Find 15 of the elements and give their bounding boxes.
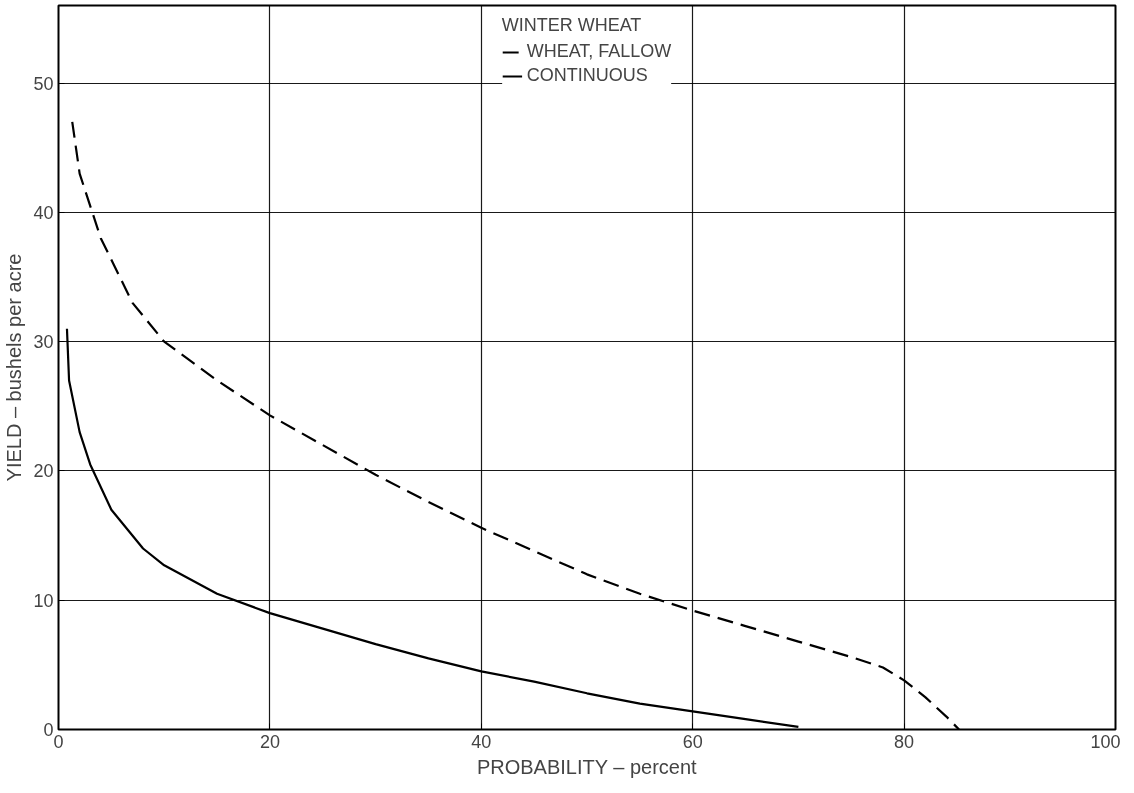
legend-label: CONTINUOUS (526, 65, 648, 86)
legend-title: WINTER WHEAT (501, 15, 643, 36)
y-tick-label: 30 (33, 332, 54, 353)
x-tick-label: 60 (682, 731, 703, 752)
x-tick-label: 100 (1090, 731, 1121, 752)
legend-label: WHEAT, FALLOW (526, 41, 672, 62)
x-tick-label: 40 (471, 731, 492, 752)
x-tick-label: 80 (894, 731, 915, 752)
y-tick-label: 20 (33, 461, 54, 482)
y-tick-label: 10 (33, 590, 54, 611)
y-tick-label: 40 (33, 202, 54, 223)
x-axis-title: PROBABILITY – percent (476, 755, 698, 778)
x-tick-label: 20 (259, 731, 280, 752)
y-axis-title: YIELD – bushels per acre (3, 253, 26, 482)
y-tick-label: 50 (33, 73, 54, 94)
